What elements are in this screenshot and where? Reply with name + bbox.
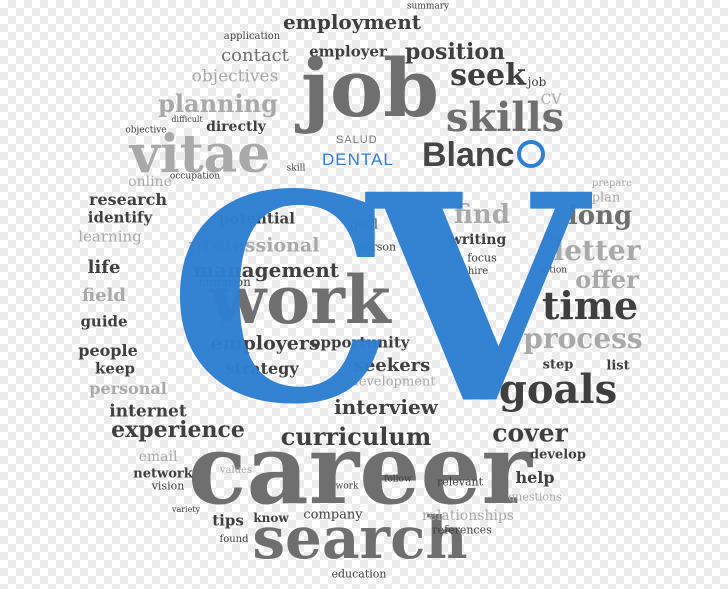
cloud-word: network xyxy=(133,466,193,482)
cloud-word: writing xyxy=(449,232,507,248)
logo-brand-word: Blanc xyxy=(422,136,515,174)
cloud-word: cover xyxy=(492,418,568,448)
cloud-word: internet xyxy=(109,401,187,422)
cloud-word: field xyxy=(82,285,126,306)
cloud-word: development xyxy=(350,374,436,390)
cloud-word: occupation xyxy=(169,171,221,182)
cloud-word: questions xyxy=(508,490,562,504)
cloud-word: help xyxy=(515,468,555,487)
cloud-word: company xyxy=(303,507,363,523)
cloud-word: tips xyxy=(212,511,244,530)
cloud-word: planning xyxy=(158,89,278,118)
cloud-word: contact xyxy=(221,45,289,66)
cloud-word: difficult xyxy=(171,115,203,124)
cloud-word: skill xyxy=(286,163,306,174)
cloud-word: process xyxy=(523,322,643,355)
cloud-word: identify xyxy=(87,208,153,227)
cloud-word: personal xyxy=(89,379,167,398)
cloud-word: position xyxy=(405,39,505,65)
cloud-word: objectives xyxy=(191,66,279,87)
cloud-word: summary xyxy=(406,1,450,12)
cloud-word: employment xyxy=(282,10,422,34)
cloud-word: prepare xyxy=(591,178,633,189)
cloud-word: opportunity xyxy=(310,333,410,352)
cloud-word: goal xyxy=(349,217,379,233)
cloud-word: people xyxy=(78,341,138,360)
cloud-word: work xyxy=(335,481,359,492)
cloud-word: common xyxy=(199,275,251,289)
cloud-word: career xyxy=(188,413,532,526)
cloud-word: variety xyxy=(171,505,201,514)
cloud-word: email xyxy=(138,449,178,465)
cloud-word: education xyxy=(331,567,387,581)
cloud-word: learning xyxy=(78,227,142,246)
cloud-word: focus xyxy=(467,251,497,265)
cloud-word: goals xyxy=(498,366,618,413)
cloud-word: develop xyxy=(530,447,586,463)
cloud-word: experience xyxy=(111,417,245,443)
cloud-word: curriculum xyxy=(280,422,432,451)
cloud-word: hire xyxy=(467,266,489,277)
cloud-word: vision xyxy=(151,479,185,493)
cloud-word: person xyxy=(357,240,397,254)
cloud-word: list xyxy=(606,358,630,374)
logo-salud-text: SALUD xyxy=(336,134,378,146)
cloud-word: follow xyxy=(384,474,412,485)
cloud-word: research xyxy=(89,190,167,209)
cloud-word: professional xyxy=(188,234,320,257)
cloud-word: keep xyxy=(95,359,135,378)
cloud-word: values xyxy=(219,465,253,476)
cloud-word: vitae xyxy=(129,124,271,185)
cloud-word: interview xyxy=(334,395,438,419)
cloud-word: know xyxy=(253,511,289,525)
cloud-word: time xyxy=(541,283,639,328)
cloud-word: management xyxy=(193,258,339,282)
cloud-word: relevant xyxy=(436,475,484,489)
cloud-word: employers xyxy=(210,332,320,355)
cloud-word: references xyxy=(432,523,492,537)
cloud-word: relationships xyxy=(421,508,515,524)
cloud-word: letter xyxy=(553,234,641,267)
cloud-word: find xyxy=(454,200,510,230)
cloud-word: search xyxy=(252,504,468,572)
cloud-word: step xyxy=(542,357,574,373)
cloud-word: work xyxy=(209,261,391,339)
cloud-word: seek xyxy=(450,58,526,93)
cloud-word: guide xyxy=(80,312,128,331)
cloud-word: objective xyxy=(125,125,167,136)
cloud-word: skills xyxy=(445,94,565,141)
logo-brand-text: Blanc xyxy=(422,136,545,175)
cloud-word: application xyxy=(223,31,281,42)
cloud-word: CV xyxy=(540,92,562,108)
ring-o-icon xyxy=(516,140,545,168)
cloud-word: found xyxy=(219,534,249,545)
cloud-word: seekers xyxy=(353,355,431,376)
cloud-word: life xyxy=(87,257,121,278)
cloud-word: plan xyxy=(591,190,621,206)
cloud-word: offer xyxy=(575,265,639,294)
cloud-word: employer xyxy=(309,42,387,61)
cloud-word: potential xyxy=(219,209,295,228)
cloud-word: strategy xyxy=(225,359,299,378)
cloud-word: directly xyxy=(206,119,266,135)
cloud-word: long xyxy=(567,201,633,231)
cloud-word: action xyxy=(538,265,568,276)
cloud-word: online xyxy=(128,174,172,190)
logo-dental-text: DENTAL xyxy=(322,150,394,169)
cv-letters: CV xyxy=(168,132,588,468)
cloud-word: job xyxy=(527,75,547,89)
cloud-word: job xyxy=(300,41,440,135)
